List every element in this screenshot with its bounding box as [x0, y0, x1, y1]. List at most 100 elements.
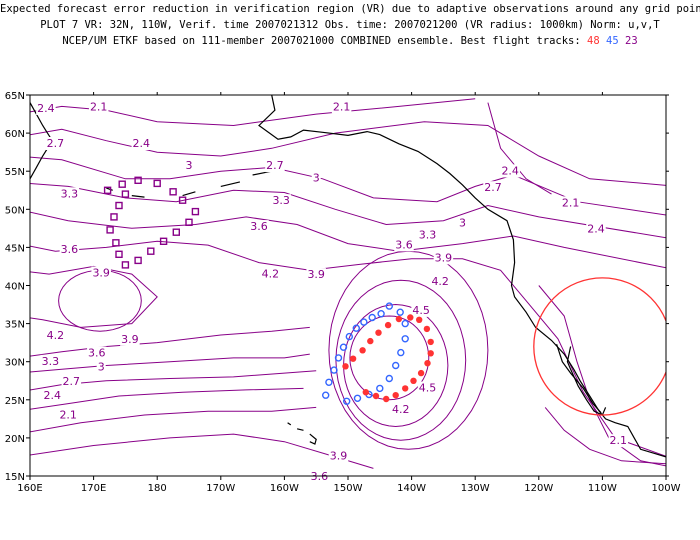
contour-ring-3 [349, 315, 430, 401]
contour-label-bg-35 [483, 181, 503, 195]
track-23-point-17 [118, 180, 126, 188]
track-45-point-6 [352, 324, 360, 332]
contour-label-33: 2.1 [610, 434, 628, 447]
contour-labels: 2.4 2.1 2.12.7 2.43 2.733.33.333.63.33.63.63… [36, 100, 629, 483]
contour-label-bg-5 [184, 159, 194, 173]
y-tick-label-3: 30N [5, 358, 25, 369]
track-48-point-8 [416, 316, 423, 323]
contour-label-35: 2.7 [484, 181, 502, 194]
y-tick-label-8: 55N [5, 167, 25, 178]
coastline-0 [258, 95, 666, 458]
contour-label-36: 2.1 [562, 196, 580, 209]
contour-label-30: 4.2 [392, 403, 410, 416]
track-23-point-4 [112, 239, 120, 247]
contour-label-11: 3.6 [250, 220, 268, 233]
track-48-point-14 [410, 377, 417, 384]
title-line-2: PLOT 7 VR: 32N, 110W, Verif. time 200702… [40, 19, 660, 31]
contour-label-10: 3 [459, 216, 466, 229]
track-48-point-4 [375, 329, 382, 336]
track-23-point-0 [121, 190, 130, 198]
track-45-point-20 [343, 397, 351, 405]
track-23-point-13 [178, 196, 187, 204]
contour-line-0 [30, 98, 476, 127]
contour-label-bg-37 [586, 222, 606, 236]
y-tick-label-2: 25N [5, 396, 25, 407]
track-23-point-9 [159, 237, 168, 246]
contour-label-bg-24 [40, 354, 61, 368]
contour-label-bg-27 [42, 389, 63, 403]
title-line-1: Expected forecast error reduction in ver… [0, 3, 700, 15]
coastline-2 [556, 344, 602, 414]
contour-label-bg-1 [88, 100, 109, 114]
title-line-3: NCEP/UM ETKF based on 111-member 2007021… [0, 35, 700, 47]
contour-label-bg-28 [58, 408, 78, 422]
coastline-6 [182, 191, 196, 197]
coastline-10 [296, 428, 304, 431]
track-45-point-8 [368, 313, 376, 322]
track-23-point-3 [106, 226, 114, 234]
contour-label-bg-22 [120, 332, 140, 346]
x-tick-label-6: 140W [397, 483, 426, 494]
verification-region [533, 277, 666, 416]
track-48-point-6 [395, 315, 403, 323]
track-48-point-11 [427, 350, 434, 357]
contour-label-bg-7 [311, 171, 321, 185]
track-23-point-1 [115, 201, 123, 210]
contour-label-9: 3.3 [272, 194, 290, 207]
y-tick-label-7: 50N [5, 205, 25, 216]
contour-line-5 [30, 240, 666, 457]
track-48-point-10 [427, 338, 434, 346]
track-45-point-7 [360, 318, 368, 326]
contour-label-bg-16 [260, 267, 281, 281]
contour-label-bg-9 [271, 194, 291, 208]
track-23-point-12 [191, 207, 200, 216]
x-tick-label-10: 100W [652, 483, 681, 494]
contour-label-bg-10 [458, 216, 467, 230]
title-line-3-text: NCEP/UM ETKF based on 111-member 2007021… [62, 35, 581, 47]
contour-label-bg-19 [430, 274, 450, 288]
x-tick-label-3: 170W [206, 483, 235, 494]
y-tick-label-1: 20N [5, 434, 25, 445]
contour-label-bg-25 [96, 360, 106, 374]
track-23-point-8 [147, 247, 155, 255]
contour-label-17: 3.9 [307, 268, 325, 281]
contour-ring-0 [328, 250, 489, 450]
contour-label-bg-13 [394, 238, 414, 252]
x-tick-label-1: 170E [81, 483, 106, 494]
contour-label-bg-0 [36, 102, 56, 115]
track-23-legend: 23 [625, 35, 638, 47]
track-45-point-10 [385, 302, 393, 310]
contour-label-23: 3.6 [88, 347, 106, 360]
track-45-point-9 [377, 310, 385, 318]
y-tick-label-10: 65N [5, 91, 25, 102]
contour-label-28: 2.1 [59, 408, 77, 421]
contour-label-bg-30 [391, 402, 411, 416]
contour-label-29: 4.5 [419, 382, 437, 395]
track-45-point-3 [334, 354, 343, 362]
track-48-point-19 [362, 389, 369, 396]
x-tick-label-0: 160E [17, 483, 42, 494]
contour-line-15 [544, 407, 666, 465]
track-48-point-3 [367, 337, 374, 345]
contour-label-21: 4.2 [47, 329, 65, 342]
track-45-point-4 [339, 343, 348, 351]
contour-line-3 [30, 183, 666, 239]
x-tick-label-7: 130W [461, 483, 490, 494]
contour-line-11 [30, 406, 317, 433]
track-48-point-17 [383, 395, 390, 403]
contour-label-24: 3.3 [42, 355, 60, 368]
coastline-7 [220, 181, 241, 187]
coastline-1 [566, 346, 607, 416]
contour-label-bg-26 [61, 374, 82, 388]
axes: 160E 170E 180 170W 160W 150W 140W 130W 120W 110W 1… [5, 91, 681, 494]
contour-label-19: 4.2 [431, 275, 449, 288]
contour-label-26: 2.7 [63, 375, 81, 388]
contour-label-0: 2.4 [37, 102, 55, 115]
track-48-point-2 [359, 347, 366, 354]
track-45-point-19 [353, 394, 362, 402]
x-tick-label-5: 150W [334, 483, 363, 494]
y-tick-label-4: 35N [5, 320, 25, 331]
track-48-legend: 48 [587, 35, 600, 47]
track-48-point-1 [349, 355, 357, 362]
